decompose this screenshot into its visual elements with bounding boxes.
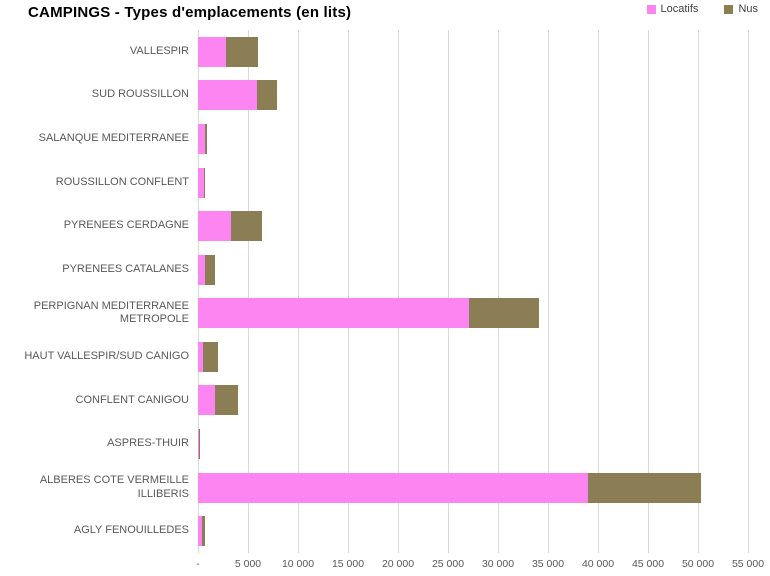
legend-label-locatifs: Locatifs — [660, 3, 699, 15]
category-label: ASPRES-THUIR — [107, 437, 189, 450]
chart-row: PYRENEES CERDAGNE — [0, 204, 770, 248]
bar-segment-locatifs[interactable] — [198, 385, 215, 416]
legend-item-locatifs[interactable]: Locatifs — [646, 3, 699, 15]
x-tick-label: 45 000 — [631, 558, 665, 570]
bar-segment-locatifs[interactable] — [198, 298, 469, 329]
legend-label-nus: Nus — [738, 3, 758, 15]
bar-segment-locatifs[interactable] — [198, 472, 588, 503]
chart-row: ASPRES-THUIR — [0, 422, 770, 466]
gridline — [298, 30, 299, 553]
bar-segment-nus[interactable] — [231, 211, 262, 242]
chart-row: ALBERES COTE VERMEILLE ILLIBERIS — [0, 466, 770, 510]
category-label: PYRENEES CERDAGNE — [63, 219, 189, 232]
plot-area: VALLESPIR SUD ROUSSILLON SALANQUE MEDITERR… — [0, 30, 770, 553]
legend-item-nus[interactable]: Nus — [724, 3, 758, 15]
chart-row: PERPIGNAN MEDITERRANEE METROPOLE — [0, 291, 770, 335]
locatifs-swatch-icon — [646, 4, 656, 14]
bar-track — [198, 211, 748, 242]
gridline — [748, 30, 749, 553]
category-label: AGLY FENOUILLEDES — [73, 524, 189, 537]
category-label: ALBERES COTE VERMEILLE ILLIBERIS — [39, 473, 189, 500]
category-label: SUD ROUSSILLON — [91, 88, 189, 101]
bar-segment-locatifs[interactable] — [198, 341, 203, 372]
bar-segment-locatifs[interactable] — [198, 80, 257, 111]
bar-track — [198, 341, 748, 372]
x-tick-label: 15 000 — [331, 558, 365, 570]
gridline — [398, 30, 399, 553]
chart-row: HAUT VALLESPIR/SUD CANIGO — [0, 335, 770, 379]
bar-segment-locatifs[interactable] — [198, 36, 226, 67]
gridline — [548, 30, 549, 553]
bar-track — [198, 80, 748, 111]
gridline-layer — [198, 30, 749, 553]
bar-segment-nus[interactable] — [588, 472, 701, 503]
chart-row: VALLESPIR — [0, 30, 770, 74]
x-tick-label: 20 000 — [381, 558, 415, 570]
bar-track — [198, 428, 748, 459]
bar-segment-nus[interactable] — [203, 167, 206, 198]
x-axis: - 5 000 10 000 15 000 20 000 25 000 30 000 35 0… — [196, 558, 764, 574]
x-tick-label: 40 000 — [581, 558, 615, 570]
category-label: VALLESPIR — [129, 44, 189, 57]
chart-row: CONFLENT CANIGOU — [0, 379, 770, 423]
bar-track — [198, 254, 748, 285]
gridline — [248, 30, 249, 553]
bar-segment-nus[interactable] — [257, 80, 277, 111]
gridline — [198, 30, 199, 553]
bar-segment-locatifs[interactable] — [198, 428, 199, 459]
category-label: SALANQUE MEDITERRANEE — [38, 132, 189, 145]
x-tick-label: 10 000 — [281, 558, 315, 570]
bar-segment-locatifs[interactable] — [198, 516, 202, 547]
x-tick-label: 25 000 — [431, 558, 465, 570]
bar-track — [198, 472, 748, 503]
category-label: PYRENEES CATALANES — [62, 262, 189, 275]
x-tick-label: 55 000 — [731, 558, 765, 570]
x-tick-label: 30 000 — [481, 558, 515, 570]
bar-segment-nus[interactable] — [205, 254, 215, 285]
bar-track — [198, 385, 748, 416]
chart-row: SUD ROUSSILLON — [0, 74, 770, 118]
category-label: CONFLENT CANIGOU — [75, 393, 189, 406]
bar-track — [198, 36, 748, 67]
bar-segment-locatifs[interactable] — [198, 254, 205, 285]
category-label: PERPIGNAN MEDITERRANEE METROPOLE — [33, 299, 189, 326]
bar-track — [198, 123, 748, 154]
chart-rows: VALLESPIR SUD ROUSSILLON SALANQUE MEDITERR… — [0, 30, 770, 553]
chart-row: AGLY FENOUILLEDES — [0, 509, 770, 553]
gridline — [648, 30, 649, 553]
bar-segment-nus[interactable] — [226, 36, 258, 67]
legend: Locatifs Nus — [646, 3, 758, 15]
category-label: HAUT VALLESPIR/SUD CANIGO — [24, 349, 189, 362]
bar-segment-nus[interactable] — [205, 123, 207, 154]
gridline — [598, 30, 599, 553]
x-tick-label: - — [196, 558, 200, 570]
bar-track — [198, 298, 748, 329]
category-label: ROUSSILLON CONFLENT — [55, 175, 189, 188]
bar-segment-locatifs[interactable] — [198, 167, 204, 198]
x-tick-label: 5 000 — [234, 558, 262, 570]
bar-track — [198, 516, 748, 547]
bar-segment-nus[interactable] — [202, 341, 218, 372]
bar-segment-nus[interactable] — [469, 298, 539, 329]
chart-row: SALANQUE MEDITERRANEE — [0, 117, 770, 161]
gridline — [448, 30, 449, 553]
nus-swatch-icon — [724, 4, 734, 14]
chart-title: CAMPINGS - Types d'emplacements (en lits… — [28, 4, 352, 21]
chart-row: ROUSSILLON CONFLENT — [0, 161, 770, 205]
bar-segment-nus[interactable] — [215, 385, 238, 416]
x-tick-label: 50 000 — [681, 558, 715, 570]
bar-segment-locatifs[interactable] — [198, 123, 205, 154]
gridline — [498, 30, 499, 553]
bar-segment-locatifs[interactable] — [198, 211, 231, 242]
gridline — [348, 30, 349, 553]
bar-segment-nus[interactable] — [201, 516, 205, 547]
bar-track — [198, 167, 748, 198]
chart-row: PYRENEES CATALANES — [0, 248, 770, 292]
x-tick-label: 35 000 — [531, 558, 565, 570]
gridline — [698, 30, 699, 553]
